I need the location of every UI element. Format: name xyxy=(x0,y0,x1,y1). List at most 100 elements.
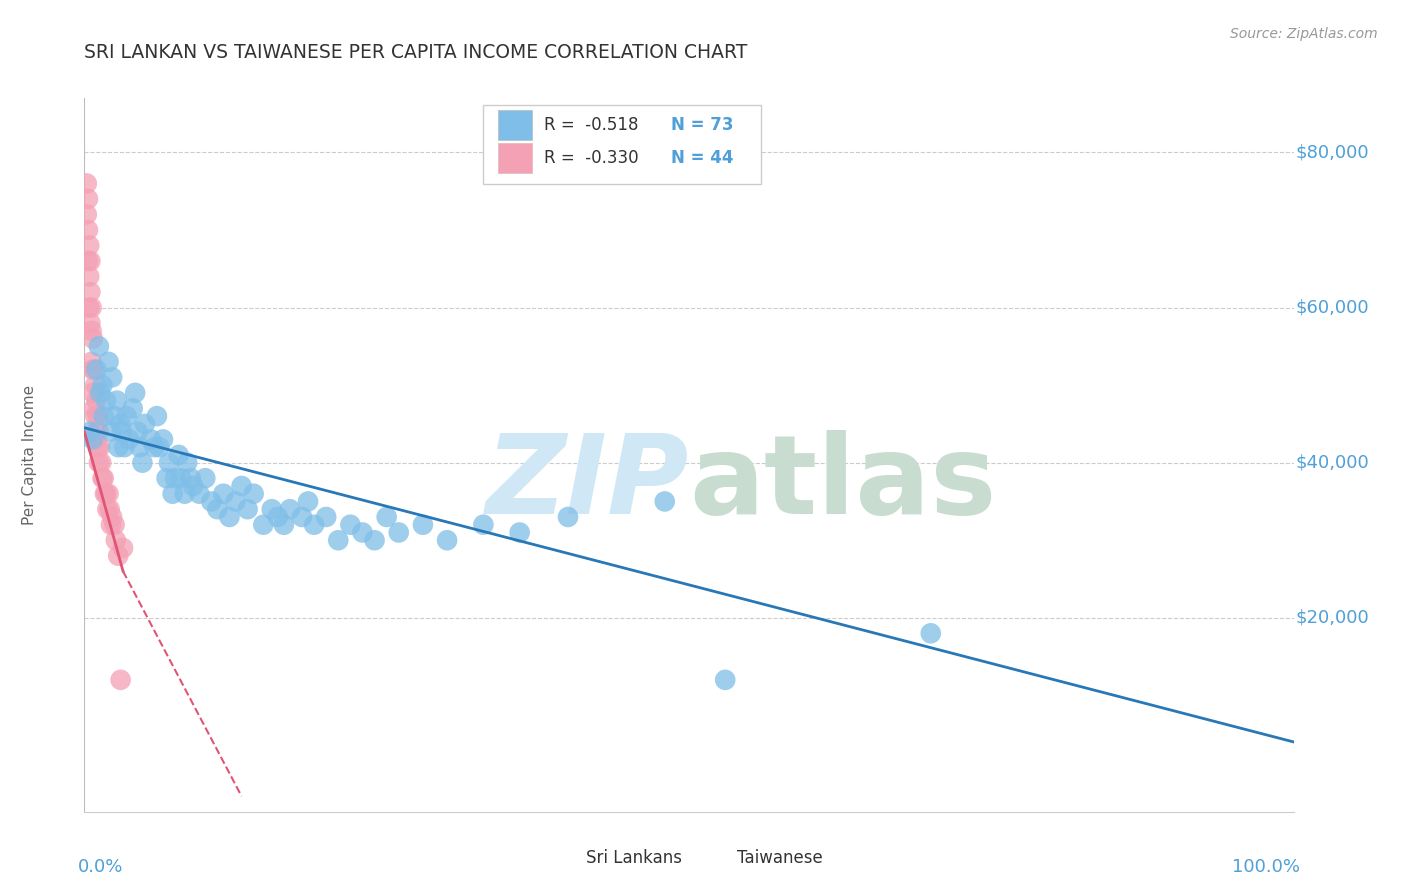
Point xyxy=(194,471,217,485)
Point xyxy=(363,533,385,548)
Point xyxy=(98,502,121,516)
Point xyxy=(207,502,229,516)
Point xyxy=(339,517,361,532)
Point xyxy=(110,417,132,431)
Point xyxy=(152,433,174,447)
Point xyxy=(83,362,105,376)
Text: $40,000: $40,000 xyxy=(1296,454,1369,472)
Point xyxy=(101,370,124,384)
Point xyxy=(77,223,100,237)
Point xyxy=(77,238,100,252)
Point xyxy=(77,269,100,284)
Point xyxy=(170,471,193,485)
Point xyxy=(100,425,122,439)
Point xyxy=(236,502,259,516)
Point xyxy=(176,456,198,470)
Point xyxy=(654,494,676,508)
Bar xyxy=(498,143,531,173)
Point xyxy=(107,440,129,454)
Text: SRI LANKAN VS TAIWANESE PER CAPITA INCOME CORRELATION CHART: SRI LANKAN VS TAIWANESE PER CAPITA INCOM… xyxy=(84,44,748,62)
Point xyxy=(94,486,117,500)
Point xyxy=(86,440,108,454)
Point xyxy=(80,355,103,369)
Text: Per Capita Income: Per Capita Income xyxy=(22,384,38,525)
Point xyxy=(79,316,101,330)
Point xyxy=(94,393,117,408)
Point xyxy=(91,378,114,392)
Point xyxy=(82,332,104,346)
Point xyxy=(80,324,103,338)
Point xyxy=(212,486,235,500)
Point xyxy=(200,494,222,508)
Point xyxy=(557,510,579,524)
Point xyxy=(328,533,350,548)
Point xyxy=(82,362,104,376)
Point xyxy=(155,471,177,485)
Point xyxy=(97,355,120,369)
Point xyxy=(107,549,129,563)
Point xyxy=(167,448,190,462)
Point xyxy=(93,409,115,424)
Point xyxy=(82,433,104,447)
Point xyxy=(94,486,117,500)
Point xyxy=(291,510,314,524)
Text: N = 73: N = 73 xyxy=(671,116,734,134)
Point xyxy=(472,517,495,532)
Text: R =  -0.330: R = -0.330 xyxy=(544,149,638,167)
Point xyxy=(104,533,127,548)
Point xyxy=(129,440,152,454)
Point xyxy=(115,409,138,424)
Point xyxy=(163,471,186,485)
Point xyxy=(188,486,211,500)
Bar xyxy=(702,847,728,869)
Point xyxy=(218,510,240,524)
Point xyxy=(82,385,104,400)
Point xyxy=(273,517,295,532)
Point xyxy=(100,517,122,532)
Point xyxy=(375,510,398,524)
Point xyxy=(87,425,110,439)
Point xyxy=(86,425,108,439)
Point xyxy=(509,525,531,540)
Point xyxy=(86,409,108,424)
Point xyxy=(79,254,101,268)
Point xyxy=(173,486,195,500)
Text: Sri Lankans: Sri Lankans xyxy=(586,849,682,867)
Point xyxy=(920,626,942,640)
Point xyxy=(87,339,110,353)
Text: ZIP: ZIP xyxy=(485,430,689,537)
Point xyxy=(77,254,100,268)
Point xyxy=(146,409,169,424)
Point xyxy=(181,479,204,493)
Point xyxy=(297,494,319,508)
Point xyxy=(87,456,110,470)
Point xyxy=(104,517,127,532)
Point xyxy=(101,510,124,524)
Text: $80,000: $80,000 xyxy=(1296,144,1369,161)
Text: Source: ZipAtlas.com: Source: ZipAtlas.com xyxy=(1230,27,1378,41)
Text: $60,000: $60,000 xyxy=(1296,299,1369,317)
Point xyxy=(89,440,111,454)
Point xyxy=(714,673,737,687)
Bar xyxy=(550,847,576,869)
Text: R =  -0.518: R = -0.518 xyxy=(544,116,638,134)
Point xyxy=(143,440,166,454)
Point xyxy=(127,425,149,439)
Text: N = 44: N = 44 xyxy=(671,149,734,167)
Point xyxy=(231,479,253,493)
Point xyxy=(105,393,128,408)
Point xyxy=(157,456,180,470)
Point xyxy=(436,533,458,548)
Point xyxy=(302,517,325,532)
Point xyxy=(225,494,247,508)
Point xyxy=(148,440,170,454)
Point xyxy=(118,433,141,447)
Point xyxy=(252,517,274,532)
Point xyxy=(315,510,337,524)
Point xyxy=(80,301,103,315)
Point xyxy=(267,510,290,524)
Point xyxy=(112,541,135,555)
FancyBboxPatch shape xyxy=(484,105,762,184)
Bar xyxy=(498,110,531,139)
Point xyxy=(91,471,114,485)
